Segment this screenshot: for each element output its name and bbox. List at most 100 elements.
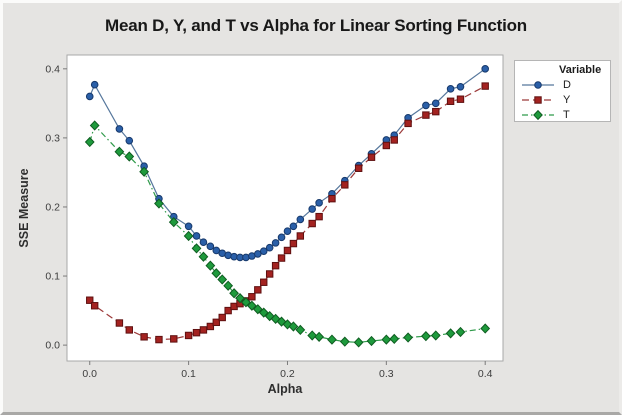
x-tick-label: 0.0 [82,368,97,380]
series-D-marker [271,239,280,247]
series-T-marker [403,332,413,343]
series-Y-marker [422,111,430,119]
legend-title: Variable [559,64,602,76]
series-Y-marker [390,136,398,144]
series-T-marker [89,120,100,131]
series-T-marker [139,166,150,177]
series-Y-marker [277,254,286,262]
series-T-marker [295,324,306,336]
legend-label-t: T [563,108,570,121]
series-T-marker [235,293,245,304]
series-T-marker [84,136,95,148]
series-D-marker [199,238,208,246]
x-axis-label: Alpha [267,382,303,396]
series-D-marker [446,85,455,93]
series-T-marker [430,330,441,341]
series-D-marker [283,227,292,235]
series-Y-marker [192,328,201,337]
series-T-marker [211,268,222,279]
series-D-marker [90,80,99,89]
y-tick-label: 0.4 [45,63,60,75]
series-T-marker [223,280,234,291]
plot-frame [66,54,504,362]
series-T-marker [191,243,202,254]
series-Y-marker [446,97,455,105]
series-T-marker [124,151,135,162]
series-T-marker [198,251,209,262]
series-Y-marker [404,119,412,128]
x-tick-label: 0.3 [379,368,394,380]
series-Y-marker [212,318,220,327]
series-T-marker [205,260,216,271]
series-Y-marker [260,278,268,286]
series-Y-marker [271,261,280,270]
series-Y-marker [328,194,336,203]
series-Y-marker [140,333,148,341]
series-Y-marker [296,232,305,240]
series-D-marker [456,82,465,91]
y-tick-label: 0.0 [45,340,60,352]
legend-item-t: T [521,107,606,122]
series-D-marker [192,232,201,240]
legend-label-d: D [563,78,571,91]
series-Y-marker [289,239,298,248]
series-Y-line [89,85,486,341]
series-T-marker [314,331,325,342]
series-Y-marker [224,306,232,315]
series-Y-marker [265,270,274,278]
series-T-marker [288,321,299,332]
series-Y-marker [283,246,292,255]
series-Y-marker [308,219,316,228]
series-T-marker [246,300,257,311]
series-T-marker [258,307,269,318]
series-T-marker [327,334,337,345]
legend-sample-d-icon [522,80,554,89]
series-D-marker [212,246,221,255]
series-Y-marker [315,212,323,221]
series-D-marker [254,250,262,258]
legend-marker-T [533,109,543,120]
series-Y-marker [184,331,193,340]
legend: Variable D Y T [514,60,611,122]
series-Y-marker [456,95,465,103]
y-axis-label: SSE Measure [17,168,31,248]
series-Y-marker [218,313,226,322]
series-Y-marker [125,326,133,334]
series-Y-marker [254,286,262,294]
series-Y-marker [199,326,208,334]
series-T-marker [183,230,194,242]
series-Y-marker [170,335,178,343]
series-D-marker [315,199,323,207]
x-tick-label: 0.1 [181,368,196,380]
series-D-marker [296,215,305,224]
legend-item-d: D [521,77,606,92]
series-D-marker [85,92,94,101]
series-T-marker [339,336,350,347]
series-Y-marker [354,164,363,172]
y-tick-label: 0.1 [45,271,60,283]
y-tick-label: 0.2 [45,201,60,213]
series-D-marker [277,233,286,242]
series-T-marker [154,198,164,209]
series-Y-marker [248,293,256,301]
series-D-marker [265,243,274,252]
legend-label-y: Y [563,93,571,106]
legend-marker-D [534,80,542,89]
series-D-marker [431,99,440,108]
series-T-marker [353,337,364,348]
series-T-marker [455,326,466,338]
series-D-marker [259,247,268,255]
series-Y-marker [90,302,99,310]
series-T-marker [168,217,179,228]
x-tick-label: 0.4 [478,368,493,380]
series-D-marker [115,125,124,133]
x-tick-label: 0.2 [280,368,295,380]
plot-area: 0.0 0.1 0.2 0.3 0.4 0.0 0.1 0.2 0.3 0.4 [45,54,504,380]
series-T-marker [241,297,251,308]
series-D-marker [206,242,215,251]
series-D-marker [289,222,298,231]
series-Y-marker [206,322,215,331]
series-T-marker [381,334,392,345]
legend-item-y: Y [521,92,606,107]
series-T-marker [217,274,228,285]
